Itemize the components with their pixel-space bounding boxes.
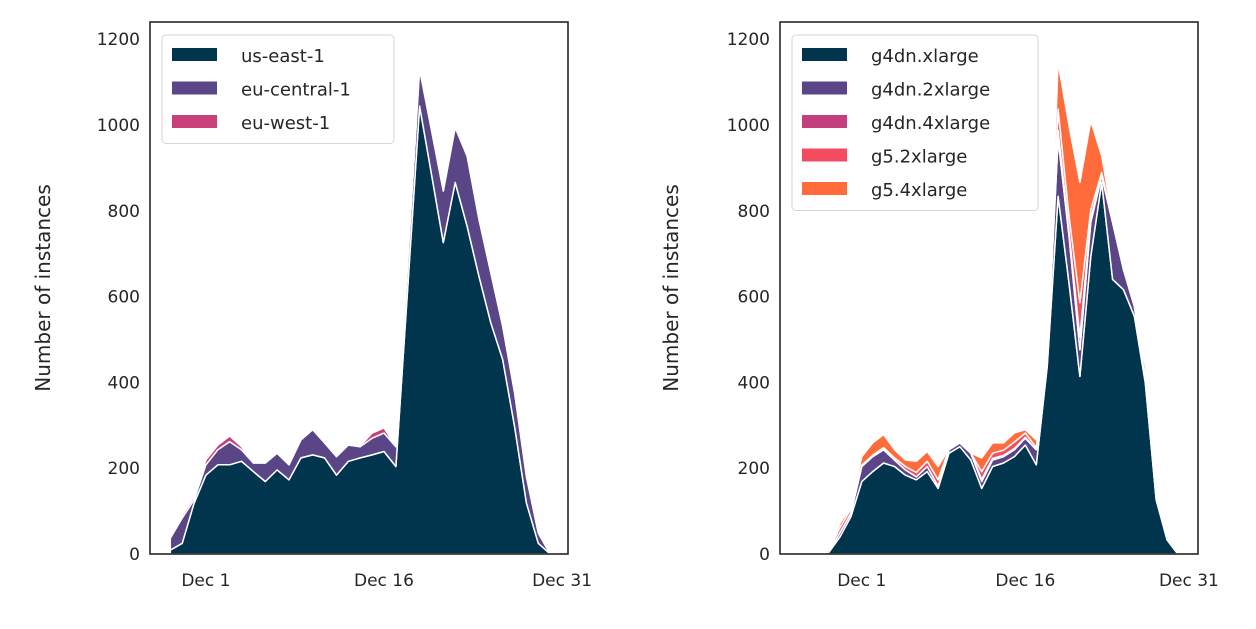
- legend-swatch: [802, 115, 847, 128]
- legend: us-east-1 eu-central-1 eu-west-1: [161, 34, 395, 144]
- axes-frame: [779, 21, 1199, 555]
- y-tick-label: 1000: [727, 116, 770, 136]
- x-tick-label: Dec 16: [995, 571, 1055, 591]
- y-tick-label: 0: [129, 545, 140, 565]
- y-tick-label: 400: [108, 373, 140, 393]
- x-tick-label: Dec 1: [837, 571, 886, 591]
- y-tick-label: 200: [738, 459, 770, 479]
- legend-label: g5.2xlarge: [871, 147, 967, 168]
- axes-frame: [149, 21, 569, 555]
- legend-box: [791, 34, 1039, 211]
- legend-swatch: [802, 148, 847, 162]
- legend-label: g4dn.2xlarge: [871, 80, 990, 101]
- chart-instance-types: Number of instances 0 200 400 600 800 1000 120…: [659, 21, 1219, 591]
- y-tick-label: 800: [738, 202, 770, 222]
- x-tick-label: Dec 16: [354, 571, 414, 591]
- y-tick-label: 800: [108, 202, 140, 222]
- x-tick-label: Dec 31: [532, 571, 592, 591]
- legend-swatch: [802, 81, 847, 95]
- legend-swatch: [802, 182, 847, 195]
- legend-swatch: [172, 48, 217, 61]
- legend-swatch: [172, 115, 217, 128]
- legend-label: g4dn.xlarge: [871, 46, 979, 67]
- x-tick-label: Dec 31: [1159, 571, 1219, 591]
- area-eu-west-1: [169, 67, 551, 555]
- legend-swatch: [802, 48, 847, 61]
- y-tick-label: 200: [108, 459, 140, 479]
- legend-swatch: [172, 81, 217, 95]
- y-tick-label: 1000: [97, 116, 140, 136]
- y-tick-label: 1200: [97, 30, 140, 50]
- y-tick-label: 1200: [727, 30, 770, 50]
- legend-label: us-east-1: [241, 46, 325, 67]
- y-tick-label: 600: [108, 288, 140, 308]
- y-tick-label: 600: [738, 288, 770, 308]
- legend-label: eu-west-1: [241, 113, 330, 134]
- y-tick-label: 0: [759, 545, 770, 565]
- y-axis-label: Number of instances: [659, 184, 683, 391]
- area-g4dn-xlarge: [806, 181, 1179, 555]
- legend: g4dn.xlarge g4dn.2xlarge g4dn.4xlarge g5.2x…: [791, 34, 1039, 211]
- chart-regions: Number of instances 0 200 400 600 800 1000 120…: [31, 21, 592, 591]
- legend-label: eu-central-1: [241, 80, 351, 101]
- legend-label: g5.4xlarge: [871, 180, 967, 201]
- y-tick-label: 400: [738, 373, 770, 393]
- y-axis-label: Number of instances: [31, 184, 55, 391]
- legend-label: g4dn.4xlarge: [871, 113, 990, 134]
- x-tick-label: Dec 1: [181, 571, 230, 591]
- legend-box: [161, 34, 395, 144]
